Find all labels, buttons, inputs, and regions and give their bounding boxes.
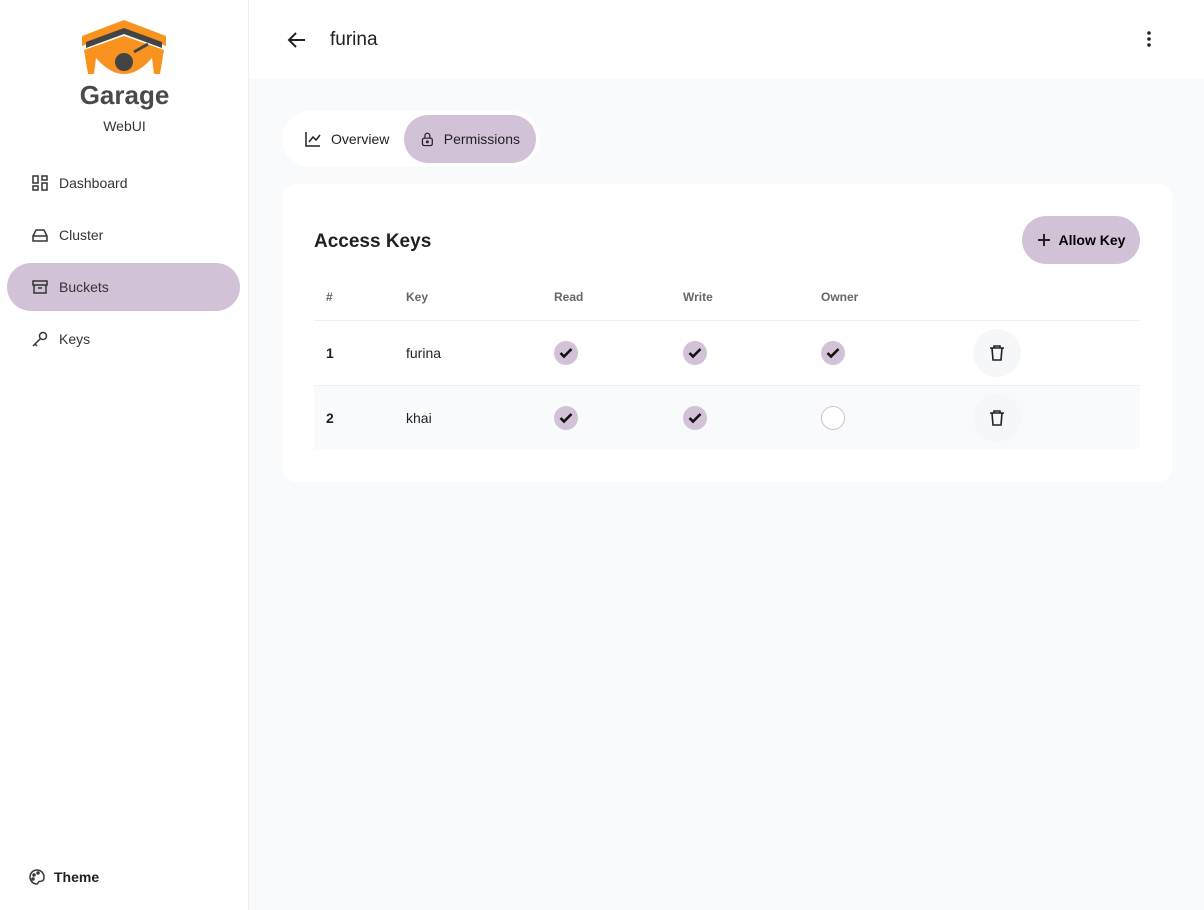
top-bar [249,0,1204,79]
tab-label: Permissions [443,131,520,147]
dashboard-icon [32,175,48,191]
delete-button[interactable] [973,394,1021,442]
palette-icon [29,869,45,885]
column-header: Read [554,290,584,304]
key-icon [32,331,48,347]
tab-bar: Overview Permissions [282,111,540,167]
sidebar-item-keys[interactable]: Keys [7,315,240,363]
read-checkbox[interactable] [554,406,578,430]
tab-permissions[interactable]: Permissions [404,115,536,163]
archive-icon [32,280,48,294]
column-header: Key [406,290,429,304]
garage-logo [82,20,166,74]
sidebar-item-label: Cluster [59,227,104,243]
owner-checkbox[interactable] [821,406,845,430]
delete-button[interactable] [973,329,1021,377]
table-row: 1 furina [314,320,1140,384]
section-title: Access Keys [314,231,432,252]
column-header: Write [683,290,713,304]
tab-overview[interactable]: Overview [288,115,405,163]
page-title: furina [330,29,378,50]
theme-button[interactable]: Theme [28,868,99,886]
lock-icon [421,132,433,147]
trash-icon [990,410,1004,426]
sidebar-item-label: Keys [59,331,91,347]
sidebar-item-label: Buckets [59,279,109,295]
row-number: 2 [326,410,334,426]
sidebar: Garage WebUI Dashboard Cluster Buckets K… [0,0,249,910]
tab-label: Overview [331,131,390,147]
trash-icon [990,345,1004,361]
sidebar-item-cluster[interactable]: Cluster [7,211,240,259]
allow-key-label: Allow Key [1058,232,1126,248]
brand-name: Garage [79,80,170,110]
hard-drive-icon [32,229,48,242]
access-keys-card: Access Keys Allow Key # Key Read Write O… [282,184,1172,482]
column-header: Owner [821,290,859,304]
write-checkbox[interactable] [683,341,707,365]
sidebar-item-dashboard[interactable]: Dashboard [7,159,240,207]
plus-icon [1037,234,1050,246]
row-number: 1 [326,345,334,361]
column-header: # [326,290,333,304]
sidebar-item-buckets[interactable]: Buckets [7,263,240,311]
owner-checkbox[interactable] [821,341,845,365]
chart-line-icon [305,132,321,147]
read-checkbox[interactable] [554,341,578,365]
more-vertical-icon[interactable] [1140,28,1158,50]
theme-label: Theme [54,869,100,885]
key-name: furina [406,345,442,361]
table-row: 2 khai [314,385,1140,449]
allow-key-button[interactable]: Allow Key [1022,216,1140,264]
sidebar-item-label: Dashboard [59,175,128,191]
key-name: khai [406,410,432,426]
brand-subtitle: WebUI [103,118,146,134]
back-arrow-icon[interactable] [285,28,309,52]
write-checkbox[interactable] [683,406,707,430]
